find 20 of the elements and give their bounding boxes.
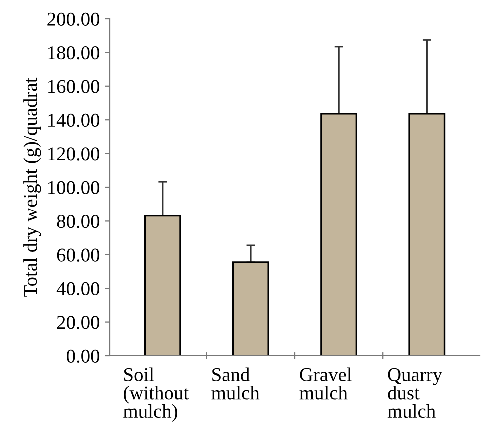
x-tick-label: Sand mulch: [212, 368, 260, 400]
y-tick-label: 200.00: [48, 12, 100, 26]
bar: [232, 262, 270, 356]
y-tick-label: 20.00: [57, 316, 100, 330]
x-tick-label: Quarry dust mulch: [388, 368, 442, 418]
bar: [144, 214, 182, 356]
y-tick-label: 0.00: [66, 350, 100, 364]
y-tick-label: 140.00: [48, 114, 100, 128]
bar: [320, 113, 358, 356]
x-tick-label: Soil (without mulch): [124, 368, 189, 422]
y-tick-label: 100.00: [48, 181, 100, 195]
y-tick-label: 180.00: [48, 46, 100, 60]
y-tick-label: 60.00: [57, 248, 100, 262]
y-axis-title: Total dry weight (g)/quadrat: [24, 78, 42, 297]
y-tick-label: 120.00: [48, 148, 100, 161]
y-tick-label: 160.00: [48, 80, 100, 94]
y-tick-label: 40.00: [56, 282, 100, 296]
x-tick-label: Gravel mulch: [300, 368, 352, 400]
y-tick-label: 80.00: [57, 215, 100, 228]
bar: [408, 113, 446, 356]
